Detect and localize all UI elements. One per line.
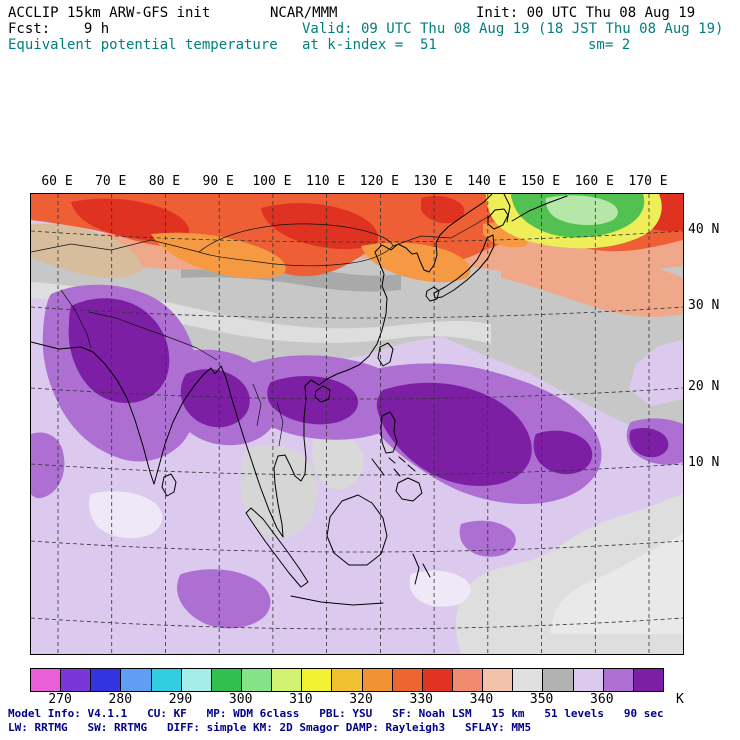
- lon-label: 170 E: [628, 174, 668, 189]
- lon-label: 100 E: [252, 174, 292, 189]
- colorbar-segment: [151, 669, 182, 691]
- lon-label: 150 E: [520, 174, 561, 189]
- colorbar-segment: [603, 669, 634, 691]
- colorbar-segment: [302, 669, 333, 691]
- colorbar-tick-label: 360: [590, 692, 614, 707]
- lat-label: 30 N: [688, 298, 720, 313]
- theta-e-field: [31, 194, 683, 654]
- lon-label: 120 E: [359, 174, 399, 189]
- colorbar-tick-label: 320: [349, 692, 373, 707]
- colorbar-segment: [332, 669, 363, 691]
- colorbar-segment: [362, 669, 393, 691]
- map-frame: [30, 193, 684, 655]
- lon-label: 90 E: [202, 174, 234, 189]
- colorbar-tick-label: 330: [409, 692, 433, 707]
- colorbar-segment: [392, 669, 423, 691]
- lon-label: 140 E: [467, 174, 507, 189]
- colorbar-tick-label: 290: [168, 692, 193, 707]
- colorbar-tick-label: 300: [228, 692, 253, 707]
- colorbar-ticks: K 270 280 290 300 310 320 330 340 350 360: [30, 692, 730, 708]
- org-label: NCAR/MMM: [270, 5, 338, 21]
- fcst-hour: Fcst: 9 h: [8, 21, 110, 37]
- theta-e-map: [31, 194, 683, 654]
- coastlines: [31, 194, 568, 606]
- colorbar-segment: [513, 669, 544, 691]
- colorbar-segment: [91, 669, 122, 691]
- colorbar-segment: [483, 669, 514, 691]
- lon-label: 130 E: [413, 174, 453, 189]
- lat-label: 40 N: [688, 222, 720, 237]
- colorbar-segment: [573, 669, 604, 691]
- lat-label: 20 N: [688, 379, 720, 394]
- colorbar-segment: [633, 669, 663, 691]
- colorbar-segment: [211, 669, 242, 691]
- country-borders: [31, 215, 490, 447]
- colorbar-unit-label: K: [676, 692, 684, 707]
- colorbar-segment: [121, 669, 152, 691]
- lon-label: 110 E: [306, 174, 346, 189]
- colorbar-segment: [272, 669, 303, 691]
- graticule: [31, 194, 683, 654]
- colorbar-segment: [452, 669, 484, 691]
- colorbar-segment: [31, 669, 62, 691]
- smooth-label: sm= 2: [588, 37, 631, 53]
- colorbar-tick-label: 340: [469, 692, 494, 707]
- colorbar: [30, 668, 664, 692]
- init-time: Init: 00 UTC Thu 08 Aug 19: [476, 5, 696, 21]
- valid-time: Valid: 09 UTC Thu 08 Aug 19 (18 JST Thu …: [302, 21, 724, 37]
- colorbar-segment: [422, 669, 453, 691]
- model-info-line2: LW: RRTMG SW: RRTMG DIFF: simple KM: 2D …: [8, 721, 532, 734]
- lon-label: 80 E: [148, 174, 181, 189]
- colorbar-tick-label: 310: [289, 692, 313, 707]
- level-label: at k-index = 51: [302, 37, 437, 53]
- lon-label: 160 E: [574, 174, 614, 189]
- colorbar-tick-label: 280: [108, 692, 133, 707]
- colorbar-segment: [181, 669, 212, 691]
- lon-label: 60 E: [41, 174, 73, 189]
- model-info-line1: Model Info: V4.1.1 CU: KF MP: WDM 6class…: [8, 707, 664, 720]
- lat-label: 10 N: [688, 455, 720, 470]
- colorbar-segment: [543, 669, 574, 691]
- colorbar-segment: [241, 669, 273, 691]
- colorbar-segment: [61, 669, 92, 691]
- field-name: Equivalent potential temperature: [8, 37, 278, 53]
- lon-label: 70 E: [95, 174, 127, 189]
- colorbar-tick-label: 270: [48, 692, 72, 707]
- model-title: ACCLIP 15km ARW-GFS init: [8, 5, 211, 21]
- colorbar-tick-label: 350: [529, 692, 554, 707]
